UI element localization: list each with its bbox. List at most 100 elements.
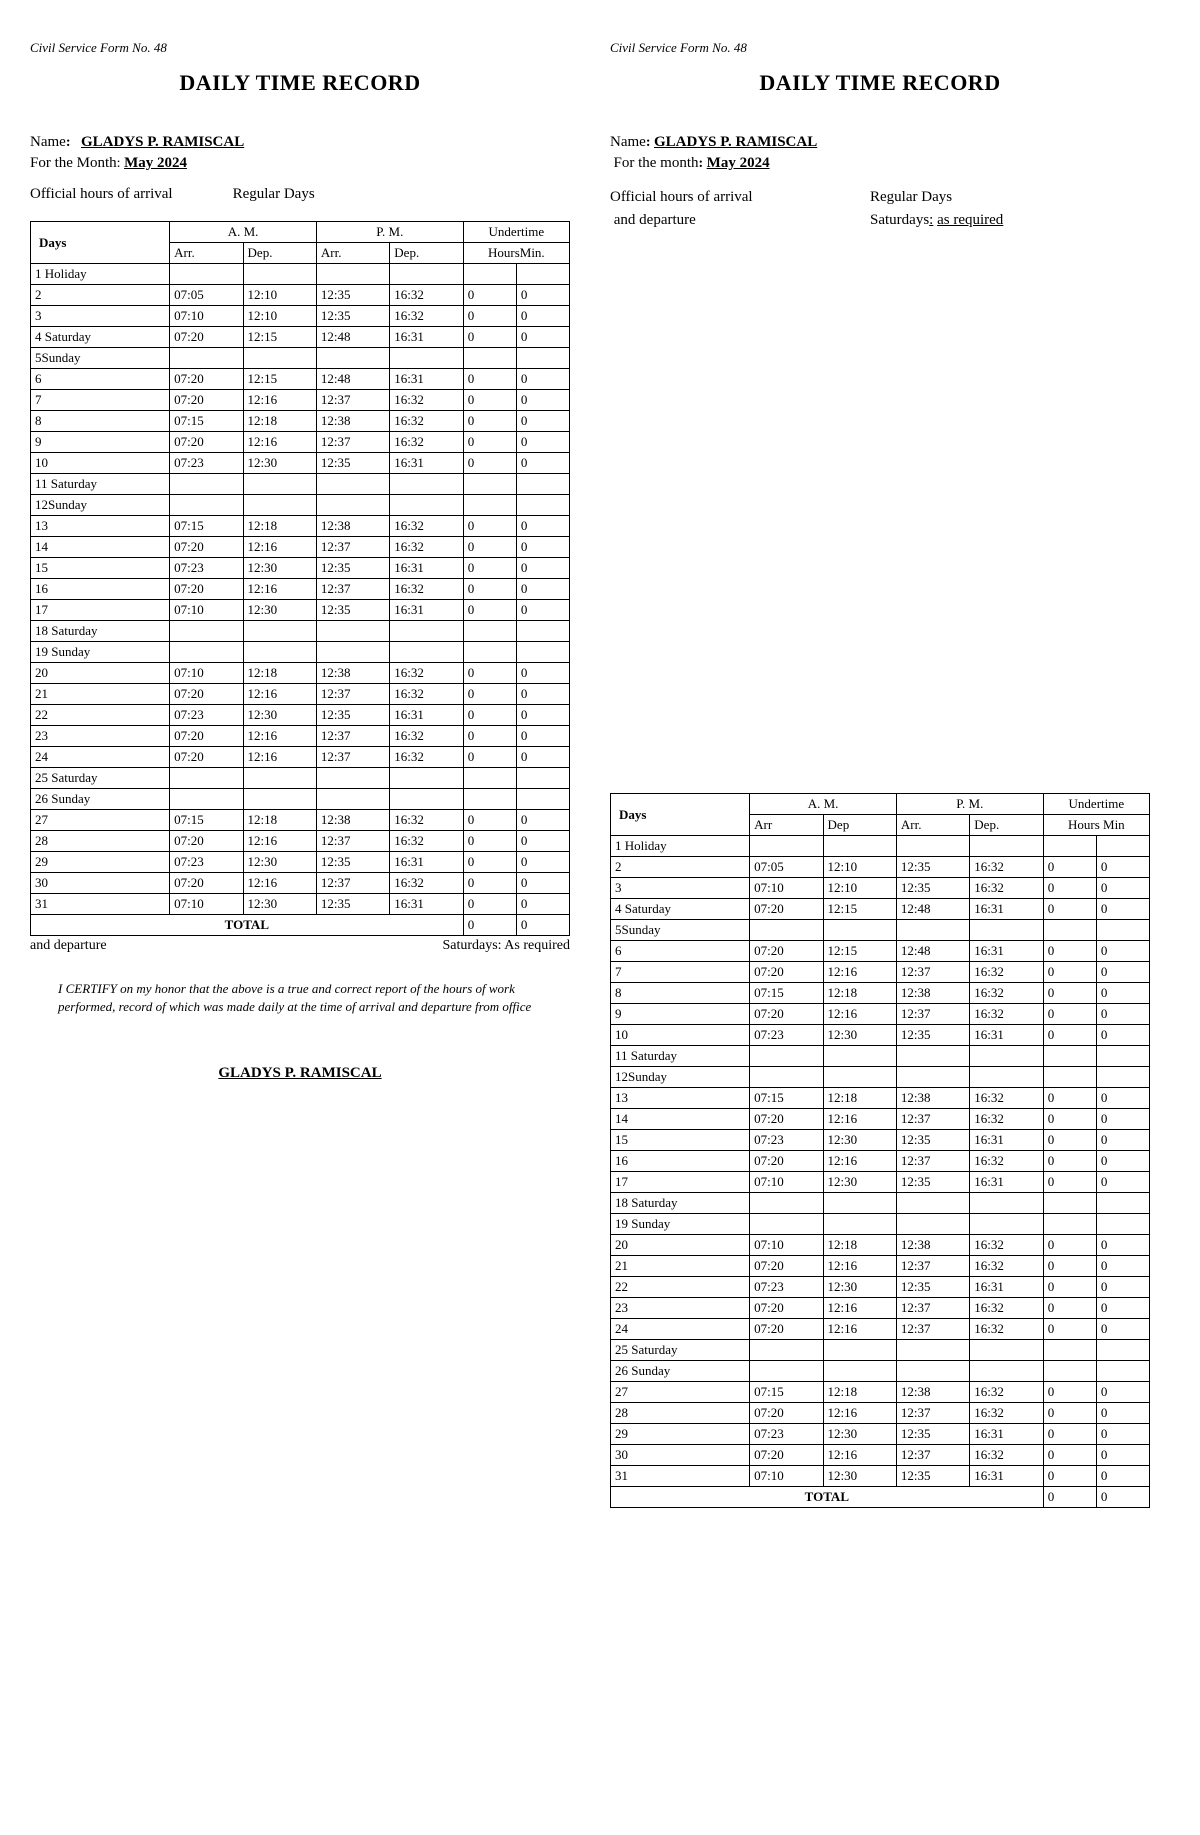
time-cell: 0 (516, 663, 569, 684)
table-row: 1507:2312:3012:3516:3100 (31, 558, 570, 579)
day-cell: 15 (611, 1130, 750, 1151)
time-cell (516, 495, 569, 516)
month-value-left: May 2024 (124, 155, 187, 171)
day-cell: 1 Holiday (611, 836, 750, 857)
time-cell: 07:10 (750, 878, 823, 899)
time-cell: 12:35 (316, 558, 389, 579)
time-cell (390, 642, 463, 663)
day-cell: 4 Saturday (611, 899, 750, 920)
time-cell: 12:37 (896, 1004, 969, 1025)
time-cell (170, 768, 243, 789)
time-cell: 0 (1096, 1382, 1149, 1403)
total-label-left: TOTAL (31, 915, 464, 936)
time-cell: 16:32 (970, 962, 1043, 983)
time-cell (1096, 1340, 1149, 1361)
time-cell: 0 (516, 390, 569, 411)
time-cell (243, 621, 316, 642)
time-cell: 12:35 (896, 1025, 969, 1046)
day-cell: 11 Saturday (611, 1046, 750, 1067)
time-cell: 0 (516, 747, 569, 768)
day-cell: 16 (611, 1151, 750, 1172)
time-cell (1043, 836, 1096, 857)
time-cell: 16:31 (970, 941, 1043, 962)
th-days: Days (31, 222, 170, 264)
day-cell: 4 Saturday (31, 327, 170, 348)
time-cell (463, 264, 516, 285)
time-cell: 16:32 (970, 1109, 1043, 1130)
time-cell: 0 (463, 852, 516, 873)
time-cell: 12:35 (316, 705, 389, 726)
time-cell (1043, 1214, 1096, 1235)
day-cell: 18 Saturday (31, 621, 170, 642)
saturdays-label-right: Saturdays (870, 212, 929, 228)
time-cell: 07:23 (170, 705, 243, 726)
time-cell: 07:20 (170, 537, 243, 558)
time-cell (1043, 1046, 1096, 1067)
time-cell (823, 1067, 896, 1088)
time-cell: 12:35 (316, 285, 389, 306)
time-cell: 07:20 (750, 962, 823, 983)
time-cell: 07:20 (750, 1319, 823, 1340)
time-cell: 0 (1043, 1445, 1096, 1466)
total-label-right: TOTAL (611, 1487, 1044, 1508)
time-cell: 0 (1043, 1319, 1096, 1340)
time-cell: 0 (463, 390, 516, 411)
name-value-left: GLADYS P. RAMISCAL (81, 134, 244, 150)
form-number-right: Civil Service Form No. 48 (610, 40, 1150, 56)
time-cell: 0 (463, 537, 516, 558)
time-cell: 16:32 (390, 747, 463, 768)
time-cell (970, 920, 1043, 941)
time-cell: 0 (463, 873, 516, 894)
time-cell: 16:32 (390, 810, 463, 831)
month-label-left: For the Month (30, 155, 117, 171)
official-hours-right-l1: Official hours of arrival (610, 186, 870, 209)
time-cell: 07:10 (170, 663, 243, 684)
table-row: 11 Saturday (611, 1046, 1150, 1067)
table-row: 1707:1012:3012:3516:3100 (31, 600, 570, 621)
time-cell: 0 (516, 453, 569, 474)
table-row: 2307:2012:1612:3716:3200 (611, 1298, 1150, 1319)
time-cell: 07:10 (170, 894, 243, 915)
table-row: 18 Saturday (31, 621, 570, 642)
day-cell: 27 (611, 1382, 750, 1403)
time-cell (970, 1214, 1043, 1235)
regular-days-right: Regular Days (870, 186, 952, 209)
table-row: 2407:2012:1612:3716:3200 (31, 747, 570, 768)
time-cell: 0 (516, 369, 569, 390)
table-row: 1707:1012:3012:3516:3100 (611, 1172, 1150, 1193)
day-cell: 7 (31, 390, 170, 411)
table-row: 11 Saturday (31, 474, 570, 495)
time-cell: 0 (1043, 1424, 1096, 1445)
time-cell: 12:37 (896, 1298, 969, 1319)
time-cell: 0 (516, 516, 569, 537)
time-cell: 0 (1043, 1382, 1096, 1403)
time-cell: 0 (516, 600, 569, 621)
th-am-r: A. M. (750, 794, 897, 815)
certify-text: I CERTIFY on my honor that the above is … (30, 980, 570, 1015)
time-cell (896, 1046, 969, 1067)
time-cell: 0 (1096, 1424, 1149, 1445)
time-cell: 0 (1043, 1025, 1096, 1046)
th-undertime-r: Undertime (1043, 794, 1149, 815)
time-cell: 16:32 (970, 1088, 1043, 1109)
table-row: 207:0512:1012:3516:3200 (611, 857, 1150, 878)
time-cell (243, 474, 316, 495)
time-cell: 16:31 (970, 1025, 1043, 1046)
time-cell (243, 495, 316, 516)
day-cell: 22 (611, 1277, 750, 1298)
day-cell: 31 (611, 1466, 750, 1487)
time-cell (170, 264, 243, 285)
time-cell: 16:31 (390, 369, 463, 390)
time-cell: 0 (1043, 1109, 1096, 1130)
th-pm-r: P. M. (896, 794, 1043, 815)
time-cell (750, 1193, 823, 1214)
time-cell: 12:18 (823, 1235, 896, 1256)
day-cell: 6 (31, 369, 170, 390)
time-cell: 12:15 (243, 327, 316, 348)
day-cell: 28 (611, 1403, 750, 1424)
table-row: 19 Sunday (611, 1214, 1150, 1235)
table-row: 2207:2312:3012:3516:3100 (611, 1277, 1150, 1298)
time-cell: 0 (1043, 1088, 1096, 1109)
day-cell: 29 (611, 1424, 750, 1445)
time-cell: 12:35 (896, 1466, 969, 1487)
